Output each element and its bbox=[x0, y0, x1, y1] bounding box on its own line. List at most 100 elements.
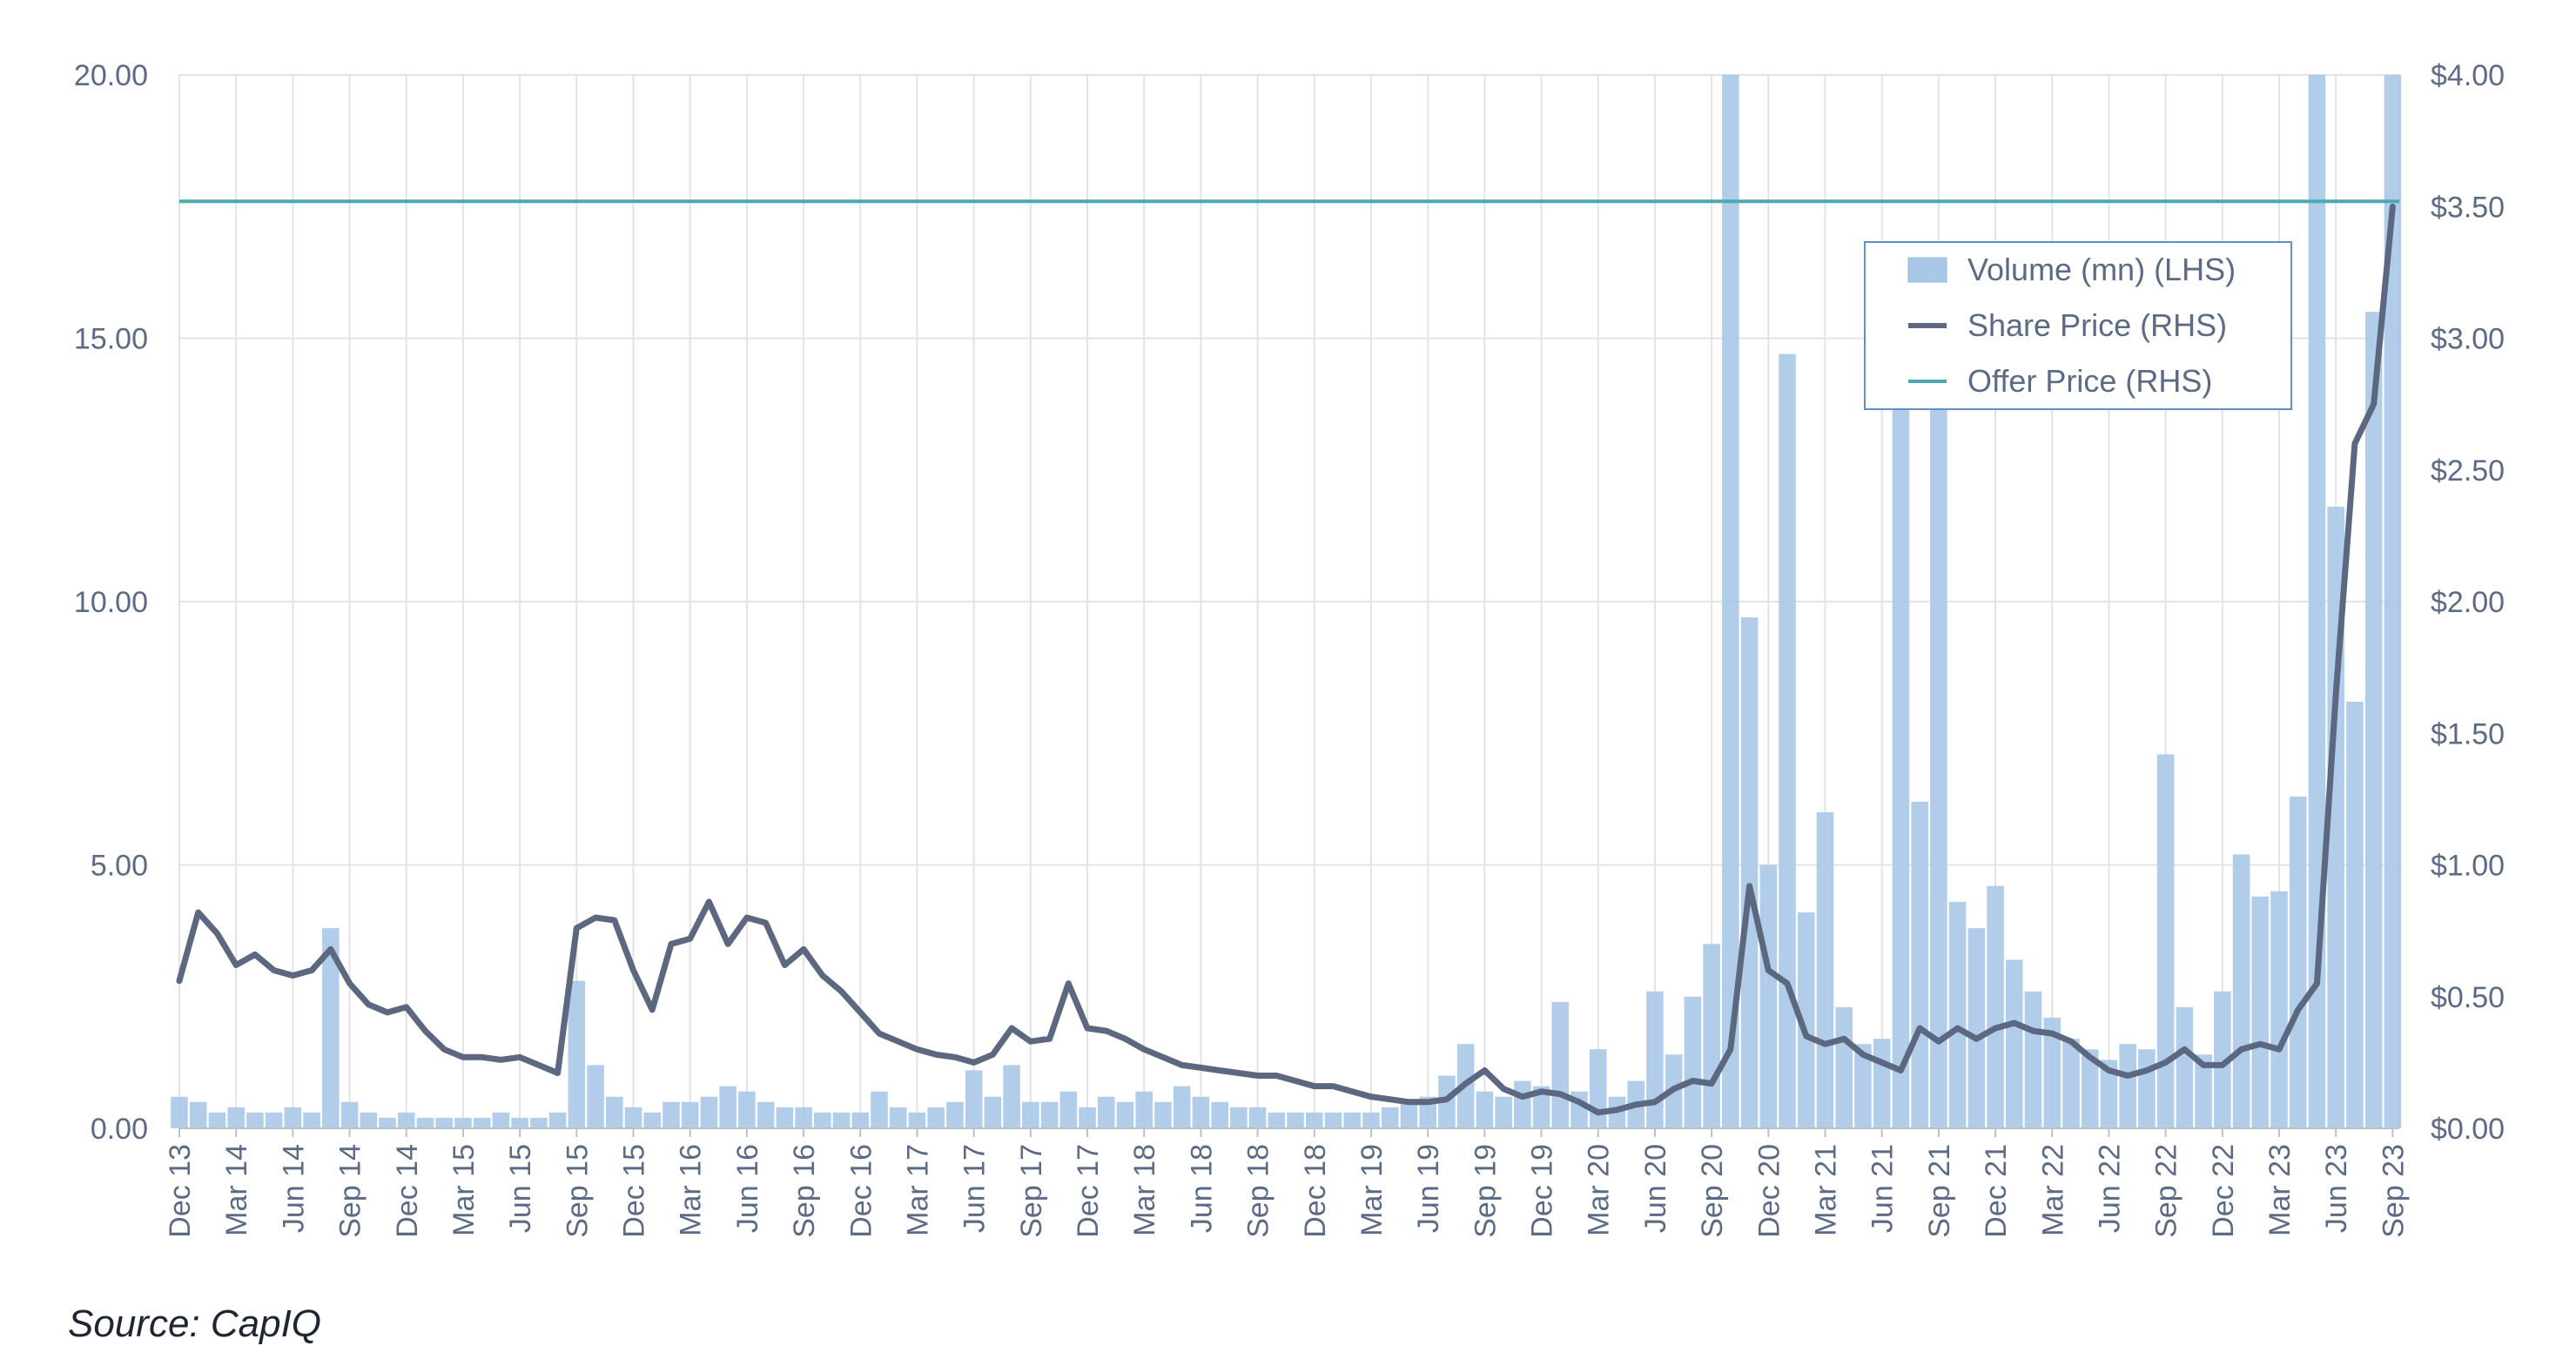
legend-label-offer-price: Offer Price (RHS) bbox=[1967, 363, 2212, 399]
volume-bar bbox=[2251, 896, 2270, 1128]
x-tick-label: Mar 14 bbox=[220, 1144, 253, 1236]
volume-bar bbox=[1135, 1091, 1153, 1128]
volume-bar bbox=[1079, 1107, 1096, 1128]
x-tick-label: Dec 13 bbox=[164, 1144, 197, 1238]
volume-bar bbox=[719, 1086, 736, 1128]
y-left-tick-label: 15.00 bbox=[74, 323, 148, 356]
volume-bar bbox=[1059, 1091, 1078, 1128]
volume-bar bbox=[965, 1070, 983, 1128]
x-tick-label: Mar 20 bbox=[1583, 1144, 1616, 1236]
volume-bar bbox=[1306, 1112, 1323, 1128]
volume-bar bbox=[1779, 353, 1796, 1128]
x-tick-label: Dec 17 bbox=[1072, 1144, 1105, 1238]
x-tick-label: Dec 18 bbox=[1299, 1144, 1332, 1238]
volume-bar bbox=[1759, 865, 1778, 1128]
volume-bar bbox=[1987, 885, 2004, 1128]
x-tick-label: Sep 23 bbox=[2377, 1144, 2410, 1238]
volume-bar bbox=[171, 1096, 188, 1128]
volume-bar bbox=[227, 1107, 245, 1128]
volume-bar bbox=[2384, 75, 2402, 1128]
volume-bar bbox=[492, 1112, 510, 1128]
x-tick-label: Mar 18 bbox=[1128, 1144, 1161, 1236]
volume-bar bbox=[1343, 1112, 1362, 1128]
volume-bar bbox=[624, 1107, 642, 1128]
volume-bar bbox=[1381, 1107, 1399, 1128]
x-tick-label: Mar 21 bbox=[1809, 1144, 1842, 1236]
volume-bar bbox=[303, 1112, 320, 1128]
x-tick-label: Jun 15 bbox=[504, 1144, 537, 1233]
legend-label-share-price: Share Price (RHS) bbox=[1967, 307, 2227, 343]
x-tick-label: Sep 19 bbox=[1469, 1144, 1502, 1238]
volume-bar bbox=[322, 928, 340, 1128]
volume-bar bbox=[2214, 991, 2231, 1128]
x-tick-label: Sep 15 bbox=[561, 1144, 594, 1238]
x-tick-label: Sep 14 bbox=[334, 1144, 367, 1238]
volume-bar bbox=[606, 1096, 623, 1128]
x-tick-label: Mar 17 bbox=[901, 1144, 934, 1236]
volume-bar bbox=[1495, 1096, 1512, 1128]
volume-bar bbox=[1854, 1044, 1872, 1128]
x-tick-label: Mar 19 bbox=[1355, 1144, 1389, 1236]
volume-bar bbox=[2195, 1054, 2212, 1128]
volume-bar bbox=[1646, 991, 1664, 1128]
x-tick-label: Dec 15 bbox=[618, 1144, 651, 1238]
y-right-tick-label: $3.00 bbox=[2431, 323, 2505, 356]
volume-bar bbox=[1797, 912, 1815, 1128]
volume-bar bbox=[1892, 401, 1910, 1129]
volume-bar bbox=[2006, 959, 2023, 1128]
volume-bar bbox=[2176, 1006, 2194, 1128]
x-tick-label: Sep 22 bbox=[2150, 1144, 2183, 1238]
volume-bar bbox=[2100, 1060, 2118, 1128]
y-left-tick-label: 5.00 bbox=[91, 850, 148, 883]
volume-bar bbox=[1911, 801, 1928, 1128]
x-tick-label: Jun 16 bbox=[731, 1144, 764, 1233]
volume-bar bbox=[2138, 1049, 2156, 1128]
volume-bar bbox=[832, 1112, 851, 1128]
y-right-tick-label: $1.50 bbox=[2431, 717, 2505, 750]
volume-bar bbox=[1948, 901, 1967, 1128]
volume-bar bbox=[379, 1117, 396, 1128]
x-axis: Dec 13 Mar 14 Jun 14 Sep 14 Dec 14 Mar 15 Jun … bbox=[164, 1127, 2410, 1238]
y-right-tick-label: $4.00 bbox=[2431, 59, 2505, 92]
volume-bar bbox=[795, 1107, 812, 1128]
volume-bar bbox=[2043, 1017, 2061, 1128]
volume-bar bbox=[568, 980, 586, 1128]
y-right-tick-label: $0.00 bbox=[2431, 1113, 2505, 1146]
y-right-tick-label: $1.00 bbox=[2431, 850, 2505, 883]
volume-bar bbox=[548, 1112, 567, 1128]
volume-bar bbox=[189, 1101, 207, 1128]
x-tick-label: Dec 22 bbox=[2207, 1144, 2240, 1238]
volume-bar bbox=[1703, 944, 1720, 1128]
x-tick-label: Sep 21 bbox=[1923, 1144, 1956, 1238]
volume-bar bbox=[1740, 617, 1759, 1128]
volume-bar bbox=[1211, 1101, 1228, 1128]
x-tick-label: Mar 22 bbox=[2036, 1144, 2069, 1236]
volume-bar bbox=[1873, 1039, 1891, 1128]
volume-bar bbox=[1324, 1112, 1342, 1128]
volume-bar bbox=[1230, 1107, 1248, 1128]
volume-bar bbox=[2024, 991, 2042, 1128]
volume-bar bbox=[1116, 1101, 1134, 1128]
volume-bar bbox=[1684, 996, 1702, 1128]
volume-bar bbox=[1022, 1101, 1039, 1128]
volume-bar bbox=[587, 1065, 604, 1128]
x-tick-label: Mar 23 bbox=[2263, 1144, 2297, 1236]
x-tick-label: Jun 18 bbox=[1185, 1144, 1218, 1233]
volume-bar bbox=[2289, 796, 2307, 1128]
volume-bar bbox=[1930, 396, 1947, 1128]
volume-bar bbox=[871, 1091, 888, 1128]
x-tick-label: Mar 16 bbox=[675, 1144, 708, 1236]
legend-label-volume: Volume (mn) (LHS) bbox=[1967, 252, 2236, 287]
volume-bar bbox=[340, 1101, 359, 1128]
volume-bar bbox=[1173, 1086, 1191, 1128]
volume-bar bbox=[435, 1117, 453, 1128]
volume-bar bbox=[1248, 1107, 1267, 1128]
volume-bar bbox=[1003, 1065, 1020, 1128]
volume-bar bbox=[1532, 1086, 1550, 1128]
volume-bar bbox=[454, 1117, 472, 1128]
legend-swatch-volume bbox=[1907, 257, 1947, 283]
y-left-tick-label: 20.00 bbox=[74, 59, 148, 92]
volume-bar bbox=[851, 1112, 870, 1128]
